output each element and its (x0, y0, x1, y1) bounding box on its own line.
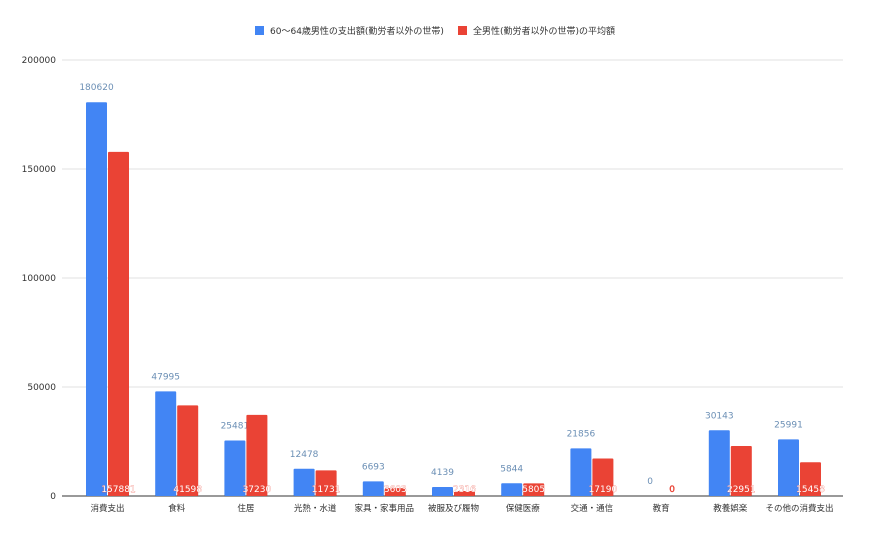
bar (800, 462, 821, 496)
bar (224, 440, 246, 496)
bar (501, 483, 523, 496)
data-label: 22951 (727, 485, 756, 495)
bar (708, 430, 730, 496)
x-tick-label: 住居 (237, 503, 254, 514)
bar (155, 391, 177, 496)
bar (362, 481, 384, 496)
x-tick-label: 光熱・水道 (294, 503, 337, 514)
bar (570, 448, 592, 496)
chart-legend: 60〜64歳男性の支出額(勤労者以外の世帯) 全男性(勤労者以外の世帯)の平均額 (0, 24, 870, 37)
bar (454, 490, 475, 496)
data-label: 180620 (79, 83, 114, 93)
data-label: 4139 (431, 468, 454, 478)
data-label: 0 (647, 477, 653, 487)
bar (86, 102, 107, 496)
data-label: 5805 (522, 485, 545, 495)
x-tick-label: 家具・家事用品 (355, 503, 415, 514)
data-label: 12478 (290, 450, 319, 460)
x-tick-label: 交通・通信 (571, 503, 614, 514)
data-label: 0 (669, 485, 675, 495)
data-label: 47995 (151, 372, 180, 382)
x-tick-label: 保健医療 (506, 503, 541, 514)
y-tick-label: 200000 (22, 56, 57, 66)
data-label: 6693 (362, 462, 385, 472)
x-tick-label: その他の消費支出 (765, 503, 833, 514)
data-label: 157881 (101, 485, 135, 495)
bar (523, 483, 545, 496)
legend-label-series-2: 全男性(勤労者以外の世帯)の平均額 (472, 27, 615, 37)
data-label: 3603 (384, 485, 407, 495)
x-tick-label: 被服及び履物 (428, 503, 480, 514)
bar (432, 486, 453, 496)
data-label: 11731 (312, 485, 341, 495)
data-label: 2316 (453, 485, 476, 495)
bar (246, 414, 268, 496)
bar (778, 439, 799, 496)
y-tick-label: 100000 (22, 274, 57, 284)
data-label: 21856 (567, 429, 596, 439)
bar (384, 488, 406, 496)
data-label: 15458 (796, 485, 825, 495)
y-tick-label: 50000 (27, 383, 56, 393)
data-label: 17190 (589, 485, 618, 495)
bar (177, 405, 199, 496)
bar (315, 470, 337, 496)
data-label: 25481 (221, 421, 250, 431)
legend-swatch-red (457, 26, 467, 35)
legend-swatch-blue (255, 26, 265, 35)
legend-label-series-1: 60〜64歳男性の支出額(勤労者以外の世帯) (270, 27, 444, 37)
x-tick-label: 消費支出 (90, 503, 124, 514)
y-tick-label: 0 (50, 492, 56, 502)
data-label: 5844 (500, 464, 523, 474)
bar (293, 468, 315, 496)
y-tick-label: 150000 (22, 165, 57, 175)
bar (730, 445, 752, 496)
data-label: 30143 (705, 411, 734, 421)
bar (592, 458, 614, 496)
data-label: 37230 (243, 485, 272, 495)
x-tick-label: 教養娯楽 (713, 503, 748, 514)
bar (108, 151, 129, 496)
legend-item-series-2: 全男性(勤労者以外の世帯)の平均額 (457, 24, 615, 37)
data-label: 25991 (774, 420, 803, 430)
x-tick-label: 食料 (168, 503, 186, 514)
x-tick-label: 教育 (653, 503, 670, 514)
legend-item-series-1: 60〜64歳男性の支出額(勤労者以外の世帯) (255, 24, 444, 37)
data-label: 41598 (173, 485, 202, 495)
